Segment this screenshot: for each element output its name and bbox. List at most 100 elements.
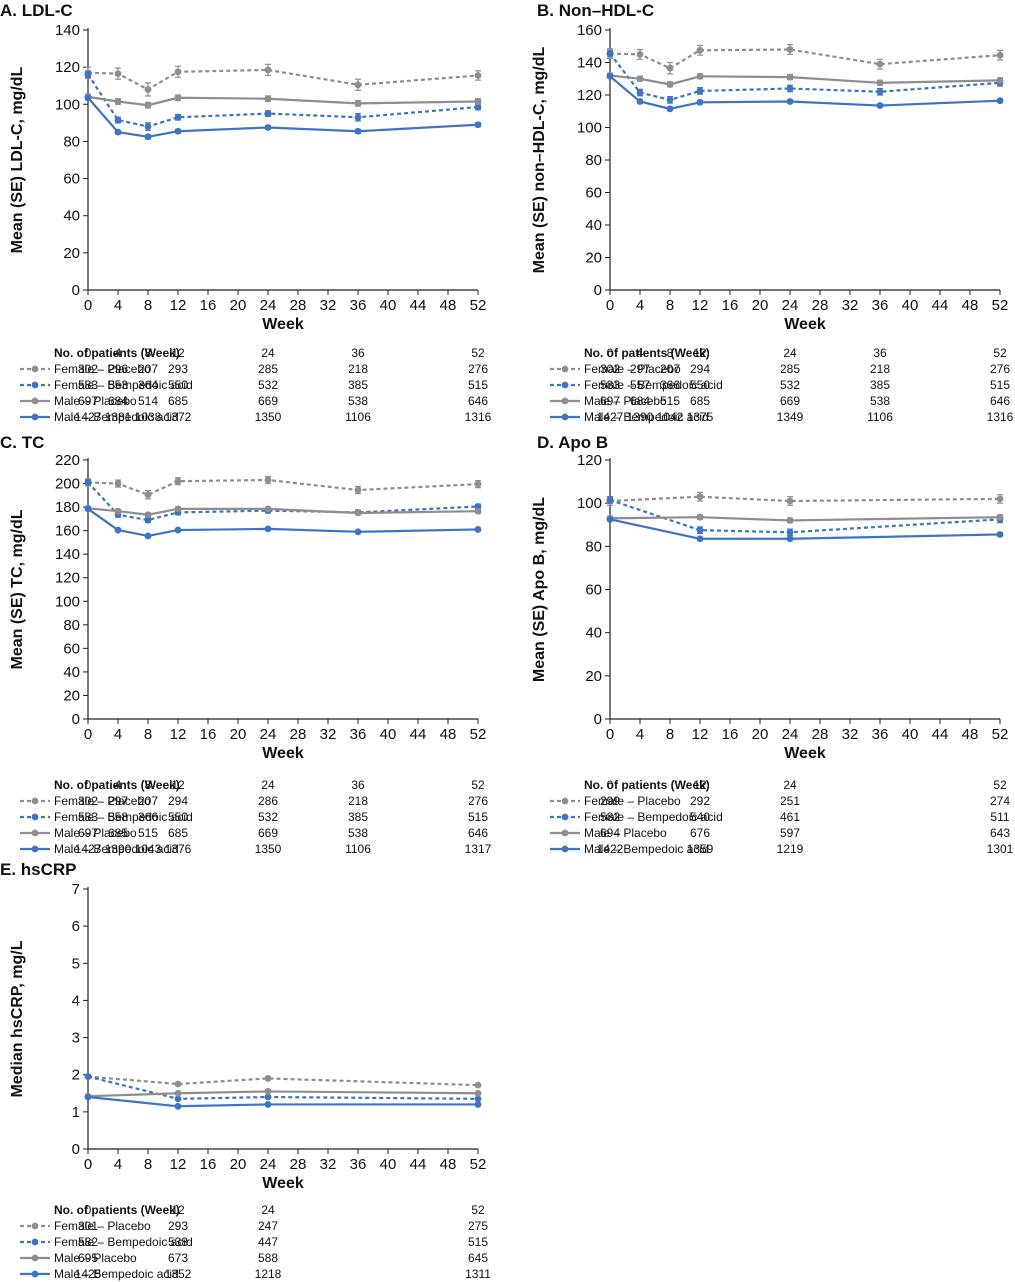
patient-count: 385 [869,378,891,392]
series-male-bempedoic-acid [606,515,1004,543]
data-point [264,1075,272,1082]
patient-count: 447 [257,1235,279,1249]
patient-count: 515 [467,810,489,824]
x-tick-label: 0 [84,726,92,743]
patient-count: 684 [107,394,129,408]
series-female-placebo [606,44,1004,75]
data-point [174,68,182,76]
week-column-label: 24 [783,346,797,360]
legend-marker [31,1270,39,1278]
x-tick-label: 52 [470,1156,487,1173]
legend-label: Male – Bempedoic acid [54,410,179,424]
data-point [264,124,272,131]
patient-count: 1427 [596,410,624,424]
patient-count: 275 [467,1219,489,1233]
panel-title: D. Apo B [537,433,609,452]
patient-count: 461 [779,810,801,824]
y-axis-label: Mean (SE) TC, mg/dL [9,509,26,669]
x-tick-label: 40 [902,297,919,314]
week-column-label: 52 [993,346,1007,360]
patient-count: 1427 [74,842,102,856]
patient-table-title: No. of patients (Week) [54,346,180,360]
x-tick-label: 0 [84,297,92,314]
patient-count: 285 [779,362,801,376]
legend-swatch [550,365,580,373]
patient-count: 697 [77,826,99,840]
x-tick-label: 52 [992,726,1009,743]
series-female-placebo [606,491,1004,506]
panel-non-hdl-c: B. Non–HDL-C 0 20 40 60 80 100 120 140 160 0 4 8 12 1… [506,0,1013,425]
patient-table-title: No. of patients (Week) [584,346,710,360]
x-tick-label: 12 [170,726,187,743]
legend-marker [561,381,569,389]
legend-label: Male – Placebo [54,1251,137,1265]
series-female-placebo [84,63,482,97]
x-tick-label: 28 [812,726,829,743]
patient-count: 293 [167,1219,189,1233]
series-line [87,1095,478,1108]
legend-swatch [550,381,580,389]
data-point [114,507,122,515]
legend-label: Male – Bempedoic acid [54,842,179,856]
series-female-bempedoic-acid [84,71,482,131]
patient-count: 293 [167,362,189,376]
y-tick-label: 160 [55,523,80,540]
patient-count: 582 [599,810,621,824]
x-tick-label: 16 [722,297,739,314]
data-point [114,480,122,487]
y-tick-label: 0 [72,711,80,728]
legend-swatch [20,1238,50,1246]
week-column-label: 24 [783,778,797,792]
data-point [786,535,794,543]
patient-count: 1301 [986,842,1014,856]
series-female-bempedoic-acid [84,1073,482,1103]
y-tick-label: 80 [63,617,80,634]
legend-swatch [20,1222,50,1230]
patient-count: 366 [137,810,159,824]
data-point [264,476,272,484]
week-column-label: 0 [84,346,92,360]
legend-marker [31,797,39,805]
y-tick-label: 0 [594,711,602,728]
y-tick-label: 140 [577,55,602,72]
patient-count: 286 [257,794,279,808]
data-point [786,85,794,92]
patient-count: 515 [989,378,1011,392]
patient-count: 1359 [686,842,714,856]
data-point [144,491,152,499]
x-tick-label: 4 [636,726,644,743]
y-tick-label: 200 [55,476,80,493]
x-axis-label: Week [262,745,304,762]
series-male-bempedoic-acid [606,72,1004,113]
data-point [876,88,884,96]
week-column-label: 0 [84,778,92,792]
y-tick-label: 20 [585,250,602,267]
data-point [666,81,674,88]
y-axis-label: Mean (SE) non–HDL-C, mg/dL [531,46,548,273]
data-point [696,513,704,521]
data-point [114,128,122,136]
week-column-label: 0 [84,1203,92,1217]
x-tick-label: 4 [114,297,122,314]
patient-count: 294 [167,794,189,808]
patient-count: 685 [107,826,129,840]
patient-count: 684 [629,394,651,408]
patient-count: 685 [167,394,189,408]
panel-apo-b: D. Apo B 0 20 40 60 80 100 120 0 4 8 12 16 20 24 28 32 3… [506,432,1013,857]
x-tick-label: 44 [932,297,949,314]
legend-marker [31,365,39,373]
legend-swatch [550,413,580,421]
week-column-label: 12 [171,1203,185,1217]
x-tick-label: 32 [320,297,337,314]
x-tick-label: 0 [84,1156,92,1173]
y-tick-label: 120 [55,570,80,587]
series-line [609,516,1001,522]
patient-count: 532 [257,810,279,824]
y-tick-label: 40 [585,217,602,234]
x-tick-label: 48 [440,297,457,314]
patient-count: 685 [689,394,711,408]
y-tick-label: 140 [55,22,80,39]
patient-count: 299 [599,794,621,808]
week-column-label: 36 [351,346,365,360]
legend-label: Female – Placebo [54,794,151,808]
